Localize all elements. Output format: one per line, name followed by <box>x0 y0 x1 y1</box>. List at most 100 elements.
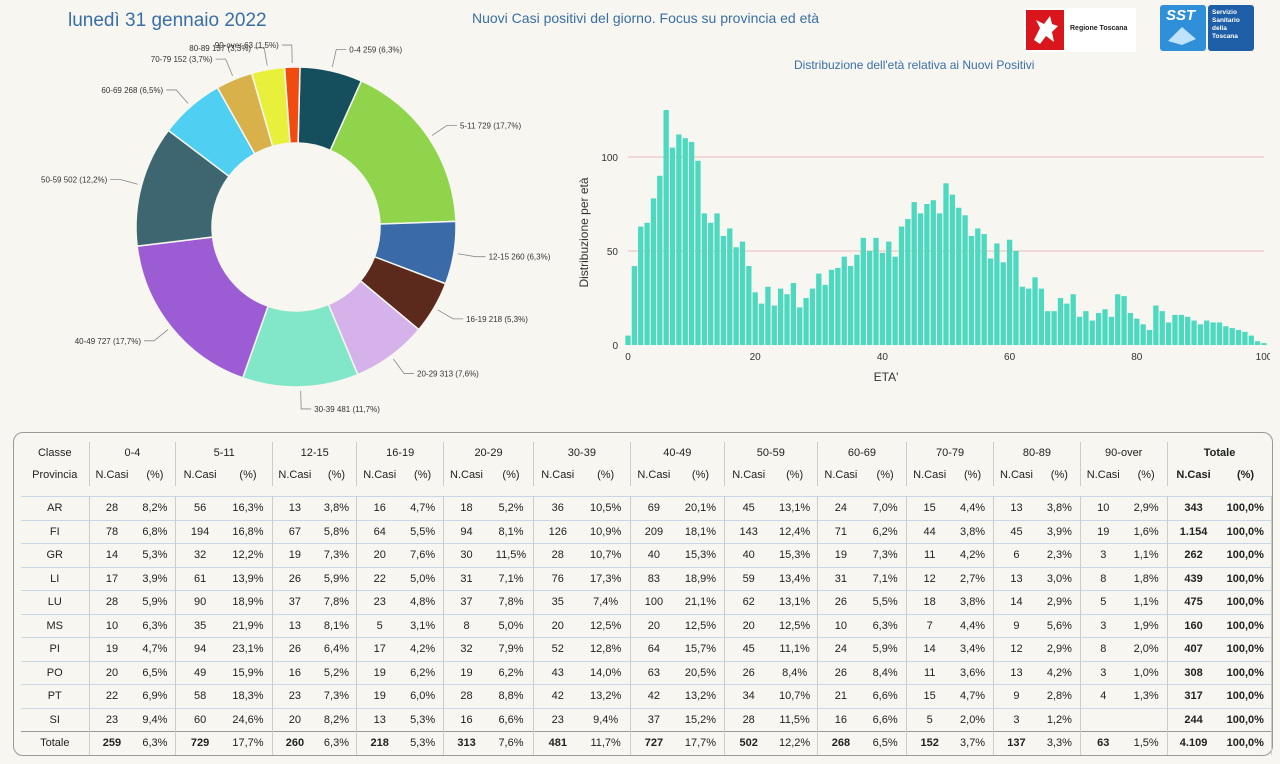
histogram-bar <box>676 134 682 345</box>
table-cell: 34 <box>724 684 773 708</box>
table-cell: 24 <box>817 637 864 661</box>
histogram-bar <box>695 160 701 345</box>
table-cell: 32 <box>443 637 489 661</box>
donut-slice-label: 60-69 268 (6,5%) <box>101 86 163 95</box>
histogram-bar <box>943 183 949 345</box>
table-cell: 21,1% <box>677 590 725 614</box>
page-title: Nuovi Casi positivi del giorno. Focus su… <box>472 10 820 26</box>
histogram-bar <box>1000 262 1006 345</box>
table-cell: 56 <box>175 496 224 520</box>
table-cell: 45 <box>993 519 1039 544</box>
province-cell: PI <box>21 637 90 661</box>
province-cell: MS <box>21 613 90 638</box>
table-cell: 7,6% <box>402 543 445 567</box>
table-cell: 20 <box>724 613 773 638</box>
histogram-bar <box>962 215 968 345</box>
donut-slice-label: 30-39 481 (11,7%) <box>314 405 380 414</box>
table-cell: 8,2% <box>134 496 177 520</box>
table-cell: 4,8% <box>402 590 445 614</box>
table-cell: 14,0% <box>581 660 631 685</box>
table-cell: 11,1% <box>772 637 818 661</box>
histogram-bar <box>860 237 866 345</box>
table-cell: 12,5% <box>772 613 818 638</box>
table-cell: 143 <box>724 519 773 544</box>
histogram-bar <box>1216 322 1223 345</box>
donut-label-leader <box>254 47 268 66</box>
table-cell: 3,0% <box>1038 566 1081 591</box>
histogram-bar <box>1204 320 1210 345</box>
table-cell: 7,8% <box>488 590 534 614</box>
table-cell: 16,3% <box>223 496 274 520</box>
percent-header: (%) <box>223 464 274 486</box>
table-cell: 23 <box>533 707 582 732</box>
table-cell: 63 <box>1080 731 1126 755</box>
histogram-bar <box>752 292 758 345</box>
table-cell: 5 <box>906 707 953 732</box>
table-cell: 20 <box>356 543 403 567</box>
donut-label-leader <box>110 179 138 185</box>
table-cell <box>1125 707 1168 732</box>
table-cell: 37 <box>630 707 677 732</box>
table-cell: 40 <box>630 543 677 567</box>
histogram-bar <box>1223 326 1229 345</box>
table-cell: 7,3% <box>316 684 358 708</box>
histogram-bar <box>682 138 688 345</box>
table-cell: 100,0% <box>1219 590 1272 614</box>
table-cell: 16 <box>356 496 403 520</box>
table-cell: 5,0% <box>488 613 534 638</box>
ncasi-header: N.Casi <box>913 469 947 481</box>
table-cell: 20 <box>89 660 135 685</box>
table-cell: 16,8% <box>223 519 274 544</box>
histogram-bar <box>790 282 797 345</box>
percent-header: (%) <box>1038 464 1081 486</box>
table-cell: 10,7% <box>772 684 818 708</box>
table-cell: 1,1% <box>1125 543 1168 567</box>
table-cell: 2,9% <box>1125 496 1168 520</box>
histogram-bar <box>1254 341 1261 345</box>
table-cell: 100,0% <box>1219 707 1272 732</box>
table-cell: 6,6% <box>864 707 908 732</box>
table-row: PI 19 4,7% 94 23,1% 26 6,4% 17 4,2% 32 7,9% 52 12,8%… <box>21 637 1272 661</box>
table-cell: 5,3% <box>402 731 445 755</box>
donut-label-leader <box>437 309 464 320</box>
table-cell: 7,3% <box>316 543 358 567</box>
table-cell: 10,7% <box>581 543 631 567</box>
ncasi-header: N.Casi <box>824 469 858 481</box>
table-cell: 90 <box>175 590 224 614</box>
ncasi-header: N.Casi <box>732 469 766 481</box>
x-tick-label: 20 <box>750 352 762 363</box>
donut-slice-label: 12-15 260 (6,3%) <box>489 253 551 262</box>
table-cell: 439 <box>1167 566 1220 591</box>
percent-header: (%) <box>581 464 631 486</box>
donut-label-leader <box>457 253 486 258</box>
histogram-bar <box>1197 324 1204 345</box>
table-row: FI 78 6,8% 194 16,8% 67 5,8% 64 5,5% 94 8,1% 126 10,… <box>21 519 1272 544</box>
table-cell: 12,8% <box>581 637 631 661</box>
histogram-bar <box>663 110 669 345</box>
table-cell: 6,2% <box>864 519 908 544</box>
histogram-bar <box>625 335 631 345</box>
table-row: LU 28 5,9% 90 18,9% 37 7,8% 23 4,8% 37 7,8% 35 7,4% 1… <box>21 590 1272 614</box>
age-group-header: 90-over <box>1080 442 1168 464</box>
histogram-bar <box>981 234 987 345</box>
histogram-bar <box>1089 320 1095 345</box>
table-cell: 3 <box>1080 660 1126 685</box>
table-cell: 100,0% <box>1219 543 1272 567</box>
histogram-bar <box>1051 311 1057 345</box>
ncasi-header: N.Casi <box>999 469 1033 481</box>
histogram-bar <box>1229 328 1235 345</box>
histogram-bar <box>784 294 790 345</box>
histogram-bar <box>733 247 739 345</box>
table-cell: 23,1% <box>223 637 274 661</box>
age-group-header: 0-4 <box>89 442 177 464</box>
province-cell: AR <box>21 496 90 520</box>
table-cell: 11,5% <box>488 543 534 567</box>
table-cell: 100 <box>630 590 677 614</box>
table-cell: 63 <box>630 660 677 685</box>
table-cell: 12,2% <box>223 543 274 567</box>
ncasi-header: N.Casi <box>363 469 397 481</box>
histogram-bar <box>956 207 962 345</box>
table-cell: 10 <box>1080 496 1126 520</box>
donut-label-leader <box>215 58 233 76</box>
histogram-bar <box>797 307 803 345</box>
